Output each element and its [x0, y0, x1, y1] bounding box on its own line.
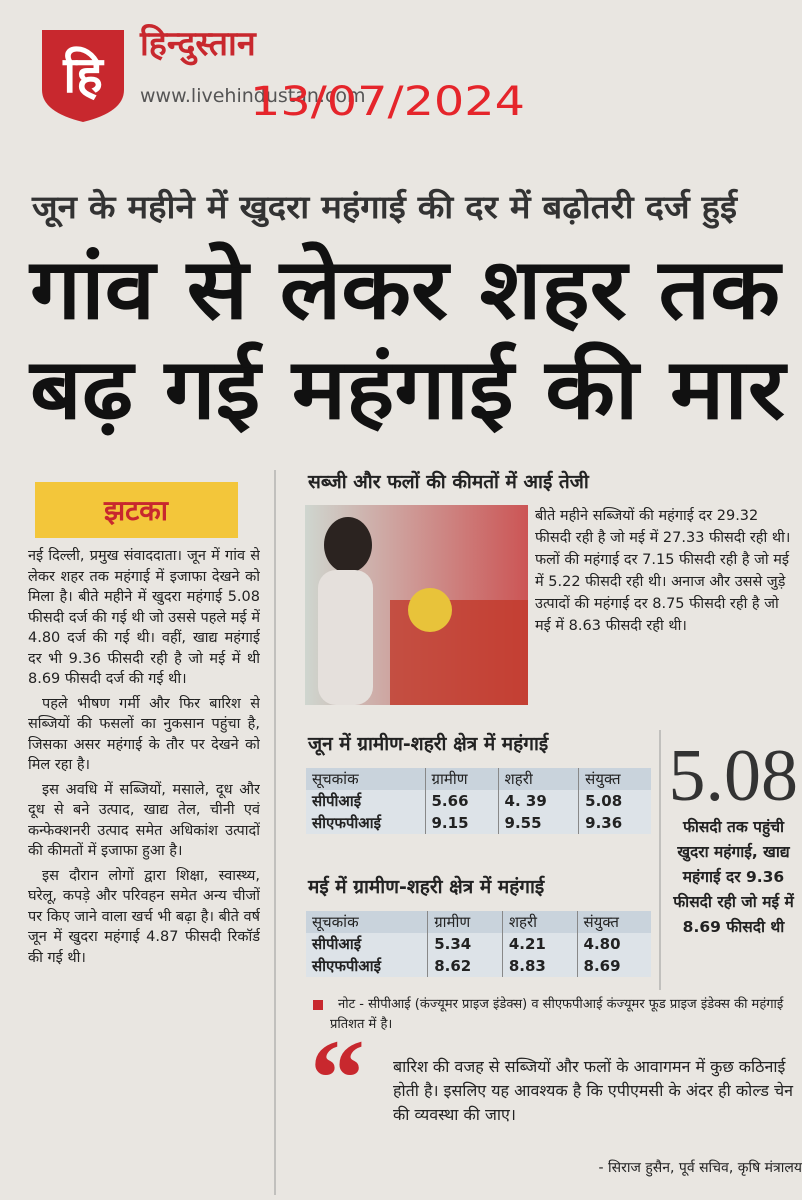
table-cell: 9.55 [497, 812, 579, 834]
paragraph: पहले भीषण गर्मी और फिर बारिश से सब्जियों… [28, 695, 260, 774]
table: सूचकांक ग्रामीण शहरी संयुक्त सीपीआई 5.34 4.21 4… [306, 911, 651, 977]
photo-produce [408, 588, 452, 632]
table: सूचकांक ग्रामीण शहरी संयुक्त सीपीआई 5.66 4. 39… [306, 768, 651, 834]
table-cell: 5.34 [427, 933, 503, 955]
table-row: सीएफपीआई 9.15 9.55 9.36 [306, 812, 651, 834]
table-cell: 5.08 [578, 790, 651, 812]
table-cell: सीपीआई [312, 792, 362, 810]
table-cell: 4.21 [501, 933, 578, 955]
table-row: सीपीआई 5.66 4. 39 5.08 [306, 790, 651, 812]
table-cell: सीएफपीआई [312, 814, 381, 832]
table-header: सूचकांक [312, 913, 359, 931]
paragraph: नई दिल्ली, प्रमुख संवाददाता। जून में गां… [28, 548, 260, 687]
table-header: संयुक्त [578, 768, 651, 790]
table-title: मई में ग्रामीण-शहरी क्षेत्र में महंगाई [308, 876, 545, 898]
photo-heading: सब्जी और फलों की कीमतों में आई तेजी [308, 471, 589, 493]
headline: गांव से लेकर शहर तक [28, 240, 784, 338]
photo-person [318, 570, 373, 705]
paper-name: हिन्दुस्तान [139, 23, 257, 66]
photo-person [324, 517, 372, 573]
table-header: संयुक्त [576, 911, 651, 933]
table-cell: 4. 39 [497, 790, 579, 812]
table-row: सीएफपीआई 8.62 8.83 8.69 [306, 955, 651, 977]
table-cell: 8.69 [576, 955, 651, 977]
table-cell: 8.83 [501, 955, 578, 977]
logo-shield [42, 30, 124, 122]
note-bullet [313, 1000, 323, 1010]
date: 13/07/2024 [250, 79, 525, 125]
paragraph: इस अवधि में सब्जियों, मसाले, दूध और दूध … [28, 781, 260, 860]
table-row: सीपीआई 5.34 4.21 4.80 [306, 933, 651, 955]
table-title: जून में ग्रामीण-शहरी क्षेत्र में महंगाई [308, 733, 549, 755]
paragraph: इस दौरान लोगों द्वारा शिक्षा, स्वास्थ्य,… [28, 867, 260, 966]
tag-box [35, 482, 238, 538]
table-cell: 9.36 [578, 812, 651, 834]
url: www.livehindustan.com [140, 85, 366, 107]
table-cell: 8.62 [427, 955, 503, 977]
table-cell: सीपीआई [312, 935, 362, 953]
logo: हि [62, 46, 105, 104]
tag: झटका [103, 494, 170, 527]
quote-mark: “ [310, 1017, 365, 1139]
photo-text: बीते महीने सब्जियों की महंगाई दर 29.32 फ… [535, 508, 791, 634]
table-row: सूचकांक ग्रामीण शहरी संयुक्त [306, 911, 651, 933]
attribution: - सिराज हुसैन, पूर्व सचिव, कृषि मंत्रालय [598, 1160, 802, 1176]
table-row: सूचकांक ग्रामीण शहरी संयुक्त [306, 768, 651, 790]
table-cell: सीएफपीआई [312, 957, 381, 975]
table-header: ग्रामीण [424, 768, 499, 790]
quote: बारिश की वजह से सब्जियों और फलों के आवाग… [393, 1057, 794, 1124]
table-cell: 9.15 [424, 812, 499, 834]
kicker: जून के महीने में खुदरा महंगाई की दर में … [31, 188, 738, 229]
table-cell: 5.66 [424, 790, 499, 812]
highlight-number: 5.08 [669, 735, 799, 817]
headline: बढ़ गई महंगाई की मार [28, 340, 788, 438]
table-cell: 4.80 [576, 933, 651, 955]
table-header: शहरी [497, 768, 579, 790]
table-header: सूचकांक [312, 770, 359, 788]
highlight-text: फीसदी तक पहुंची खुदरा महंगाई, खाद्य महंग… [673, 818, 794, 936]
table-header: शहरी [501, 911, 578, 933]
note: नोट - सीपीआई (कंज्यूमर प्राइज इंडेक्स) व… [330, 997, 784, 1032]
table-header: ग्रामीण [427, 911, 503, 933]
body: नई दिल्ली, प्रमुख संवाददाता। जून में गां… [28, 546, 260, 1196]
